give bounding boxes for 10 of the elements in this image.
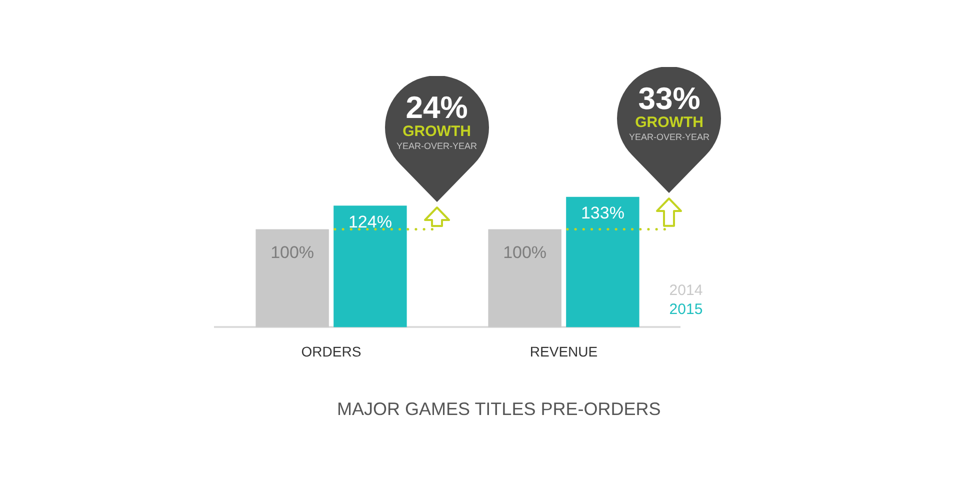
x-tick-label: REVENUE — [530, 343, 598, 360]
data-label: 133% — [580, 204, 624, 223]
data-label: 100% — [270, 242, 314, 262]
series-label: 2015 — [669, 300, 703, 320]
annotation: 24% GROWTH YEAR-OVER-YEAR — [396, 90, 478, 152]
data-label: 124% — [348, 212, 392, 232]
annotation: 33% GROWTH YEAR-OVER-YEAR — [628, 80, 711, 143]
data-label: 100% — [503, 242, 547, 262]
x-tick-label: ORDERS — [301, 343, 362, 360]
text: MAJOR GAMES TITLES PRE-ORDERS — [337, 399, 661, 420]
